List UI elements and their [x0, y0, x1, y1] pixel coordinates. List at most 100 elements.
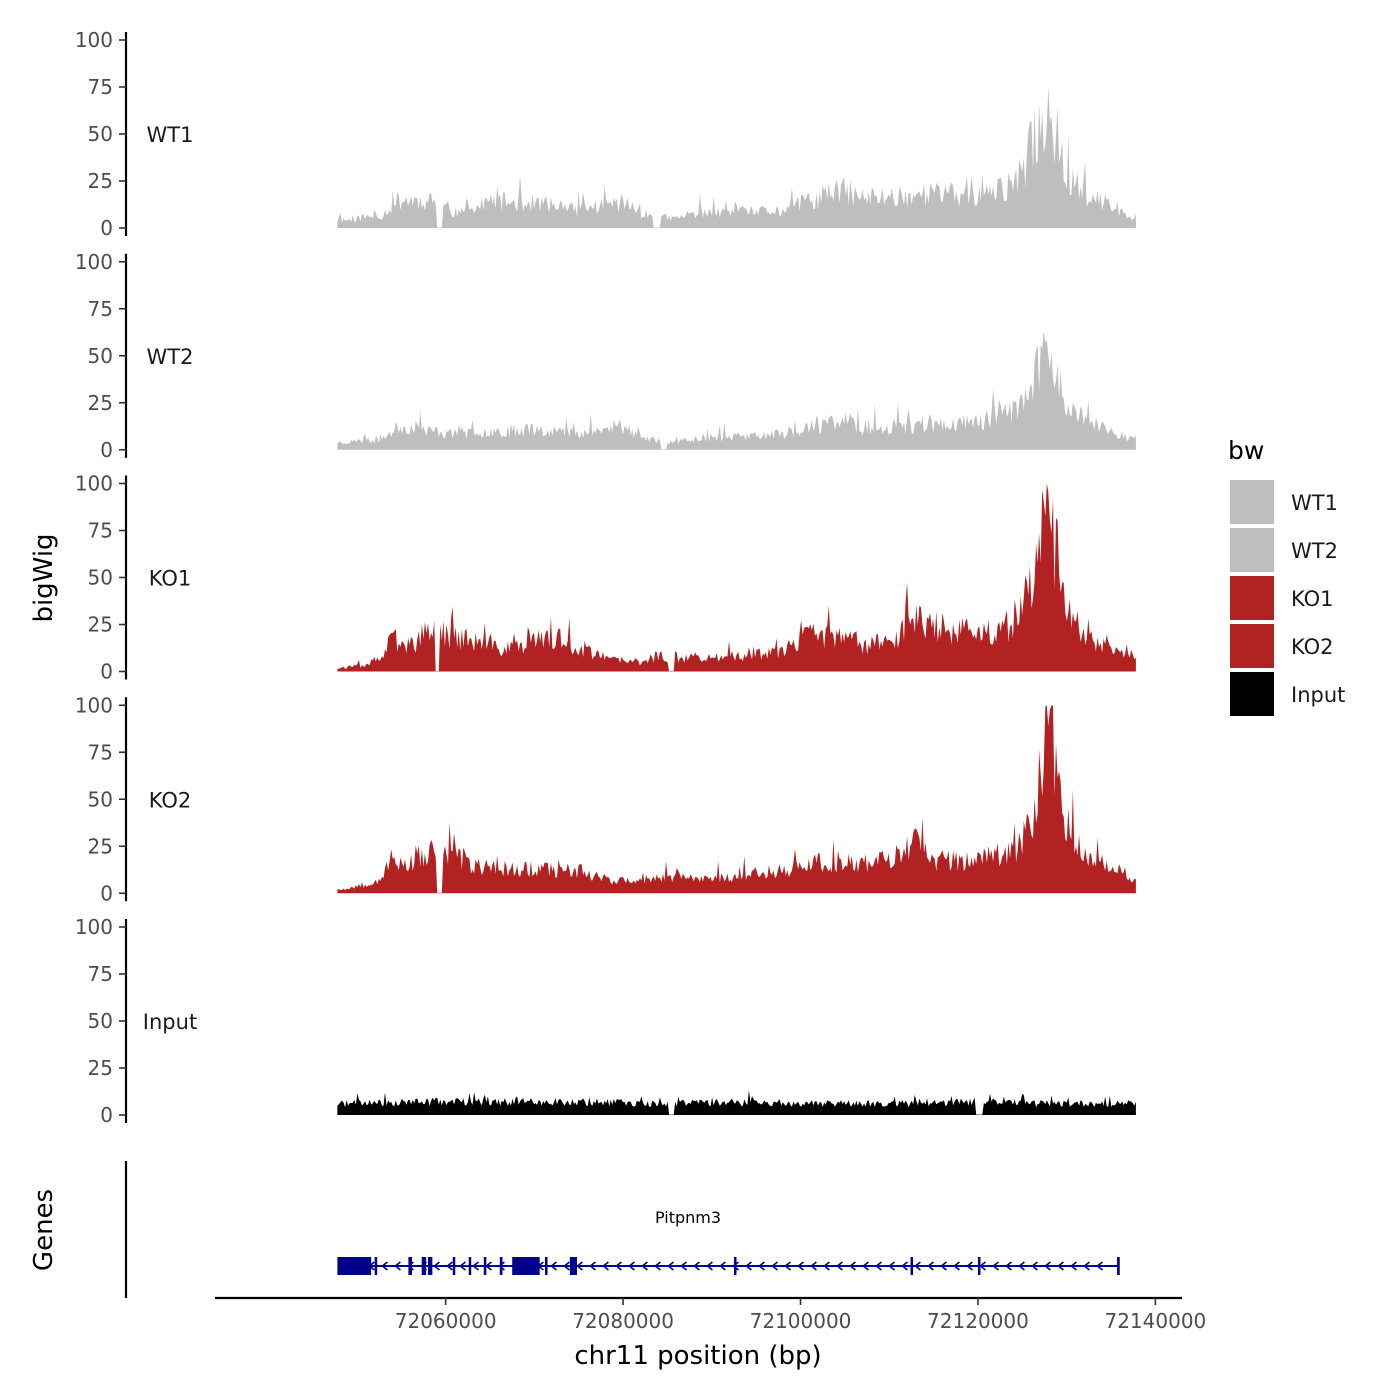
strand-arrow [862, 1261, 869, 1271]
y-tick-label: 100 [75, 693, 113, 717]
x-tick-label: 72120000 [927, 1309, 1029, 1333]
strand-arrow [1005, 1261, 1012, 1271]
legend-title: bw [1228, 436, 1264, 465]
strand-arrow [498, 1261, 505, 1271]
legend-swatch-wt1 [1230, 480, 1274, 524]
strand-arrow [875, 1261, 882, 1271]
strand-arrow [745, 1261, 752, 1271]
genes-axis-title: Genes [29, 1189, 59, 1271]
y-axis-title: bigWig [29, 533, 59, 622]
track-label: KO1 [149, 567, 192, 591]
x-tick-label: 72140000 [1104, 1309, 1206, 1333]
y-tick-label: 75 [88, 519, 113, 543]
gene-exon [512, 1257, 540, 1275]
y-tick-label: 100 [75, 28, 113, 52]
legend-label-ko2: KO2 [1291, 635, 1334, 659]
strand-arrow [446, 1261, 453, 1271]
gene-exon [1117, 1257, 1120, 1275]
strand-arrow [641, 1261, 648, 1271]
gene-exon [374, 1257, 378, 1275]
strand-arrow [459, 1261, 466, 1271]
y-tick-label: 50 [88, 1009, 113, 1033]
gene-exon [499, 1257, 503, 1275]
x-tick-label: 72060000 [395, 1309, 497, 1333]
strand-arrow [719, 1261, 726, 1271]
track-ko1: 100 75 50 25 0 KO1 [75, 472, 1136, 684]
gene-exon [427, 1257, 433, 1275]
strand-arrow [1044, 1261, 1051, 1271]
y-tick-label: 0 [100, 660, 113, 684]
y-tick-label: 75 [88, 962, 113, 986]
y-tick-label: 75 [88, 297, 113, 321]
strand-arrow [784, 1261, 791, 1271]
y-tick-label: 100 [75, 250, 113, 274]
strand-arrow [888, 1261, 895, 1271]
y-tick-label: 0 [100, 216, 113, 240]
strand-arrow [472, 1261, 479, 1271]
legend-swatch-ko1 [1230, 576, 1274, 620]
gene-exon [977, 1257, 981, 1275]
x-axis: 72060000 72080000 72100000 72120000 72140000 [215, 1296, 1206, 1333]
y-tick-label: 25 [88, 391, 113, 415]
legend: bw WT1 WT2 KO1 KO2 Input [1228, 436, 1345, 716]
strand-arrow [381, 1261, 388, 1271]
y-tick-label: 25 [88, 1056, 113, 1080]
y-tick-label: 25 [88, 169, 113, 193]
legend-label-wt1: WT1 [1291, 491, 1338, 515]
gene-exon [545, 1257, 548, 1275]
strand-arrow [771, 1261, 778, 1271]
strand-arrow [1070, 1261, 1077, 1271]
strand-arrow [1031, 1261, 1038, 1271]
y-tick-label: 50 [88, 787, 113, 811]
gene-exon [337, 1257, 372, 1275]
strand-arrow [576, 1261, 583, 1271]
gene-exon [408, 1257, 412, 1275]
strand-arrow [836, 1261, 843, 1271]
strand-arrow [966, 1261, 973, 1271]
gene-exon [483, 1257, 487, 1275]
strand-arrow [732, 1261, 739, 1271]
coverage-area-wt2 [337, 331, 1136, 450]
y-tick-label: 75 [88, 75, 113, 99]
track-label: KO2 [149, 788, 192, 812]
strand-arrow [667, 1261, 674, 1271]
y-tick-label: 25 [88, 613, 113, 637]
track-label: WT1 [147, 123, 194, 147]
strand-arrow [433, 1261, 440, 1271]
strand-arrow [706, 1261, 713, 1271]
strand-arrow [485, 1261, 492, 1271]
strand-arrow [615, 1261, 622, 1271]
strand-arrow [940, 1261, 947, 1271]
track-input: 100 75 50 25 0 Input [75, 915, 1136, 1127]
y-tick-label: 25 [88, 834, 113, 858]
strand-arrow [1018, 1261, 1025, 1271]
gene-exon [910, 1257, 914, 1275]
strand-arrow [589, 1261, 596, 1271]
coverage-tracks: 1007550250WT11007550250WT21007550250KO11… [75, 28, 1136, 1127]
track-label: Input [143, 1010, 197, 1034]
strand-arrow [823, 1261, 830, 1271]
strand-arrow [797, 1261, 804, 1271]
strand-arrow [992, 1261, 999, 1271]
coverage-area-ko2 [337, 705, 1136, 894]
strand-arrow [849, 1261, 856, 1271]
gene-exon [569, 1257, 577, 1275]
strand-arrow [602, 1261, 609, 1271]
y-tick-label: 50 [88, 566, 113, 590]
strand-arrow [654, 1261, 661, 1271]
track-label: WT2 [147, 345, 194, 369]
legend-label-input: Input [1291, 683, 1345, 707]
x-axis-title: chr11 position (bp) [574, 1341, 821, 1371]
coverage-area-input [337, 1090, 1136, 1115]
strand-arrow [927, 1261, 934, 1271]
legend-swatch-ko2 [1230, 624, 1274, 668]
gene-panel: Pitpnm3 [124, 1161, 1120, 1298]
strand-arrow [550, 1261, 557, 1271]
strand-arrow [394, 1261, 401, 1271]
y-tick-label: 0 [100, 881, 113, 905]
coverage-area-ko1 [337, 483, 1136, 672]
gene-name-label: Pitpnm3 [655, 1208, 721, 1227]
strand-arrow [914, 1261, 921, 1271]
track-wt1: 100 75 50 25 0 WT1 [75, 28, 1136, 240]
